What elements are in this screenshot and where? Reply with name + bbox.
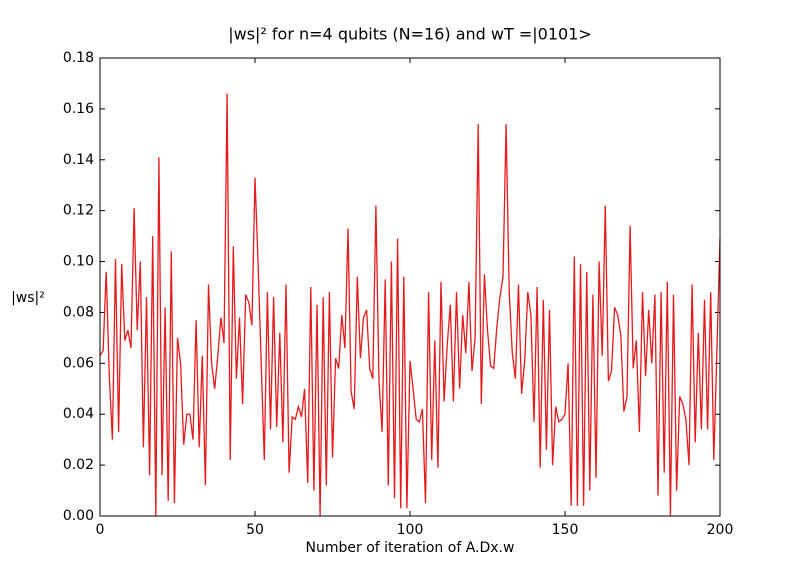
y-tick-label: 0.12 [63, 203, 94, 219]
data-line [99, 93, 721, 517]
x-tick-label: 150 [552, 522, 579, 538]
y-tick-label: 0.10 [63, 254, 94, 270]
y-tick-label: 0.02 [63, 457, 94, 473]
x-axis-label: Number of iteration of A.Dx.w [306, 540, 515, 556]
y-tick-label: 0.16 [63, 101, 94, 117]
y-tick-label: 0.18 [63, 50, 94, 66]
y-tick-label: 0.08 [63, 304, 94, 320]
y-tick-label: 0.00 [63, 508, 94, 524]
y-tick-label: 0.04 [63, 406, 94, 422]
y-axis-label: |ws|² [11, 290, 45, 306]
x-tick-label: 100 [397, 522, 424, 538]
x-tick-label: 50 [246, 522, 264, 538]
y-tick-label: 0.06 [63, 355, 94, 371]
plot-frame [99, 57, 721, 517]
x-tick-label: 200 [707, 522, 734, 538]
y-tick-label: 0.14 [63, 152, 94, 168]
chart-title: |ws|² for n=4 qubits (N=16) and wT =|010… [228, 25, 592, 44]
x-tick-label: 0 [96, 522, 105, 538]
